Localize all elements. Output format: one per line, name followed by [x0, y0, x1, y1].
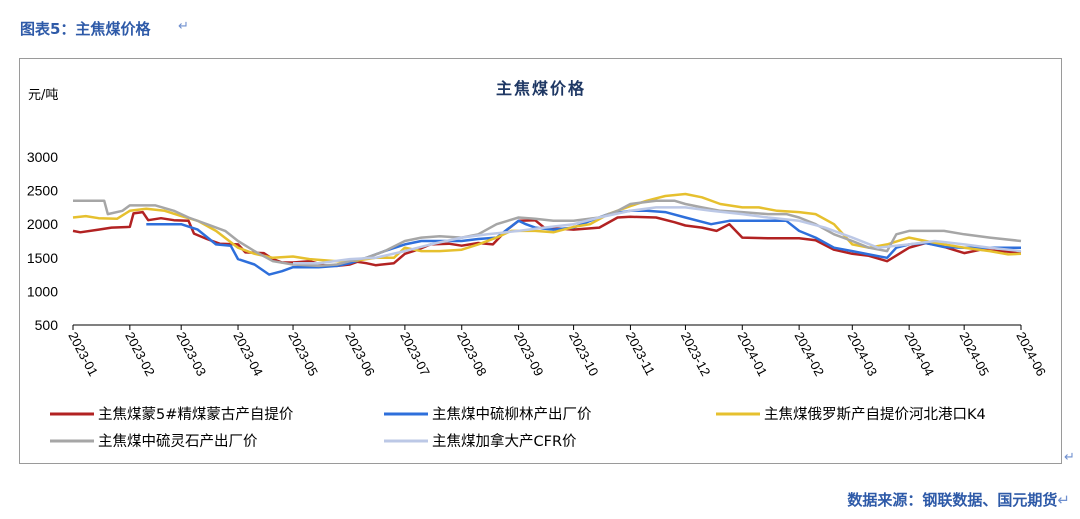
legend-label: 主焦煤加拿大产CFR价: [432, 432, 577, 450]
series-line: [73, 199, 1022, 268]
series-line: [72, 210, 1022, 268]
x-tick-label: 2024-01: [735, 329, 771, 378]
y-tick-label: 2500: [27, 183, 58, 199]
y-axis: 500 1000 1500 2000 2500 3000: [27, 149, 58, 333]
figure-caption: 图表5：主焦煤价格: [20, 20, 151, 38]
y-tick-label: 1000: [27, 283, 58, 299]
source-note: 数据来源：钢联数据、国元期货↵: [847, 489, 1070, 510]
series-line: [72, 192, 1022, 263]
x-tick-label: 2024-05: [957, 329, 993, 378]
legend-label: 主焦煤俄罗斯产自提价河北港口K4: [764, 406, 986, 423]
x-tick-label: 2024-02: [791, 329, 827, 378]
x-tick-label: 2023-09: [511, 329, 547, 378]
legend-label: 主焦煤中硫灵石产出厂价: [98, 433, 258, 450]
x-tick-label: 2023-11: [623, 329, 658, 377]
x-tick-label: 2024-04: [901, 329, 937, 378]
series-lines: [72, 192, 1022, 276]
x-axis: 2023-01 2023-02 2023-03 2023-04 2023-05 2023-…: [65, 324, 1049, 379]
y-tick-label: 1500: [27, 250, 58, 266]
chart-title: 主焦煤价格: [496, 79, 586, 98]
return-mark-icon: ↵: [178, 19, 189, 34]
x-tick-label: 2023-06: [342, 329, 378, 378]
y-axis-unit-label: 元/吨: [28, 88, 58, 103]
y-tick-label: 2000: [27, 216, 58, 232]
return-mark-icon: ↵: [1064, 450, 1075, 465]
source-note-text: 数据来源：钢联数据、国元期货: [847, 491, 1058, 509]
x-tick-label: 2023-01: [65, 329, 101, 378]
x-tick-label: 2023-03: [174, 329, 210, 378]
return-mark-icon: ↵: [1057, 491, 1070, 509]
x-tick-label: 2023-12: [678, 329, 714, 378]
legend-label: 主焦煤蒙5#精煤蒙古产自提价: [98, 406, 294, 423]
series-line: [293, 206, 1022, 265]
x-tick-label: 2024-06: [1013, 329, 1049, 378]
x-tick-label: 2023-07: [397, 329, 433, 378]
y-tick-label: 500: [35, 317, 59, 333]
legend-label: 主焦煤中硫柳林产出厂价: [432, 406, 592, 423]
x-tick-label: 2023-10: [566, 329, 602, 378]
x-tick-label: 2023-04: [230, 329, 266, 378]
x-tick-label: 2023-05: [285, 329, 321, 378]
x-tick-label: 2023-08: [454, 329, 490, 378]
legend: 主焦煤蒙5#精煤蒙古产自提价 主焦煤中硫柳林产出厂价 主焦煤俄罗斯产自提价河北港口K…: [50, 406, 986, 450]
y-tick-label: 3000: [27, 149, 58, 165]
x-tick-label: 2023-02: [122, 329, 158, 378]
chart-frame: [19, 58, 1062, 464]
x-tick-label: 2024-03: [845, 329, 881, 378]
